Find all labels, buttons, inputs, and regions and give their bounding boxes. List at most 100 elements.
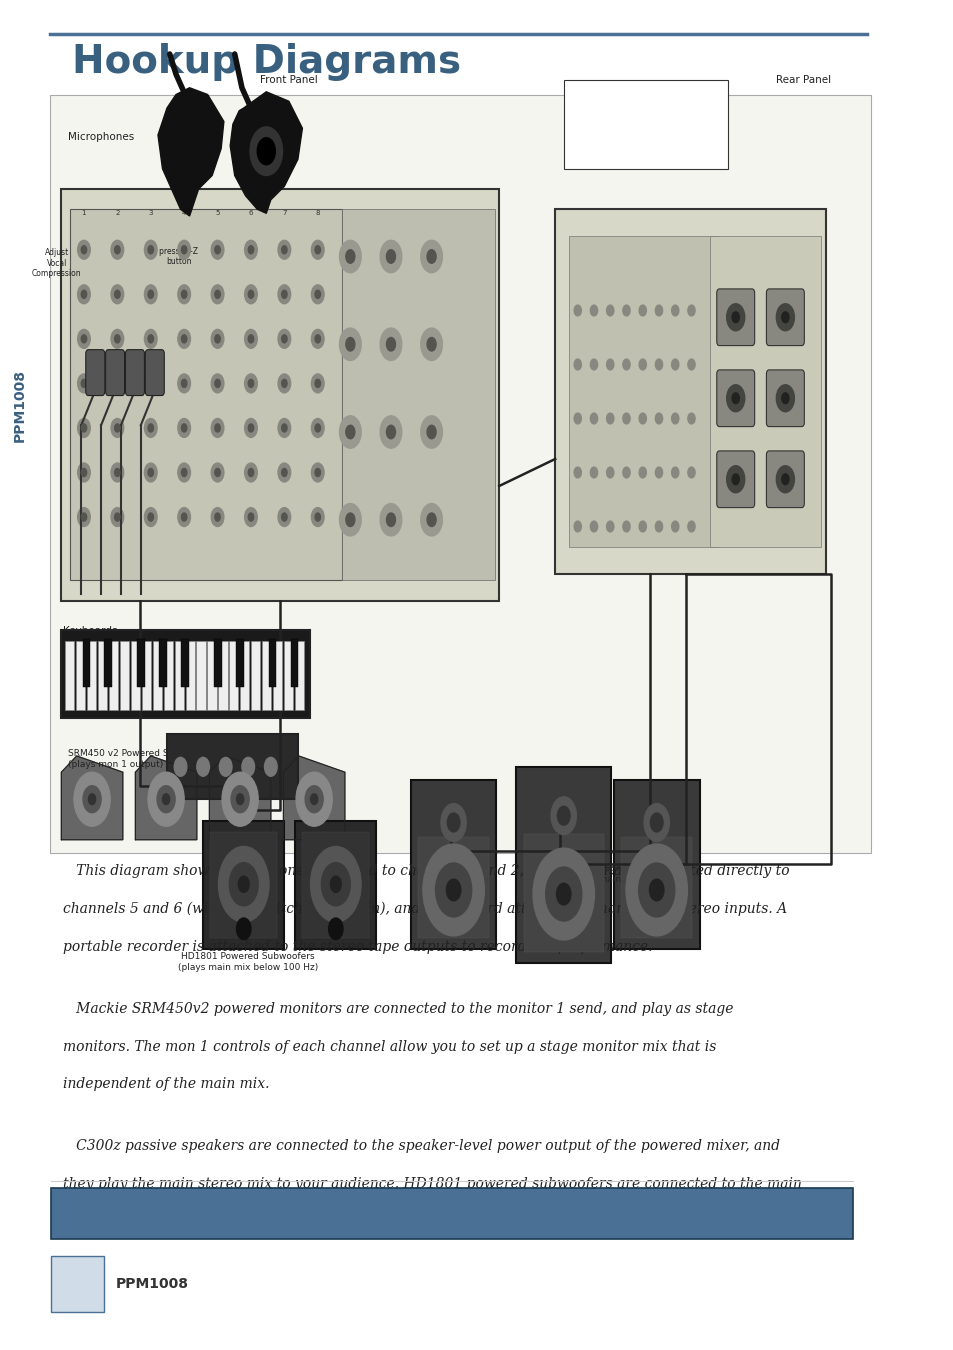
Circle shape bbox=[314, 379, 320, 387]
Circle shape bbox=[148, 468, 153, 477]
FancyBboxPatch shape bbox=[83, 640, 91, 687]
Circle shape bbox=[339, 328, 361, 360]
Text: 8: 8 bbox=[315, 211, 319, 216]
Circle shape bbox=[74, 772, 110, 826]
Circle shape bbox=[533, 848, 594, 940]
Circle shape bbox=[671, 305, 679, 316]
Text: they play the main stereo mix to your audience. HD1801 powered subwoofers are co: they play the main stereo mix to your au… bbox=[63, 1177, 801, 1191]
Circle shape bbox=[211, 508, 224, 526]
Text: 2: 2 bbox=[115, 211, 119, 216]
Polygon shape bbox=[283, 756, 344, 840]
Circle shape bbox=[211, 240, 224, 259]
Circle shape bbox=[427, 425, 436, 439]
Circle shape bbox=[606, 359, 613, 370]
Circle shape bbox=[427, 250, 436, 263]
FancyBboxPatch shape bbox=[203, 821, 284, 949]
FancyBboxPatch shape bbox=[159, 640, 167, 687]
Circle shape bbox=[148, 246, 153, 254]
FancyBboxPatch shape bbox=[120, 641, 129, 710]
Circle shape bbox=[111, 508, 124, 526]
Text: 1: 1 bbox=[82, 211, 86, 216]
Circle shape bbox=[111, 463, 124, 482]
Circle shape bbox=[314, 513, 320, 521]
Circle shape bbox=[248, 513, 253, 521]
Text: Microphones: Microphones bbox=[68, 132, 133, 142]
Circle shape bbox=[257, 138, 275, 165]
Circle shape bbox=[731, 393, 739, 404]
Circle shape bbox=[214, 468, 220, 477]
FancyBboxPatch shape bbox=[218, 641, 227, 710]
Circle shape bbox=[219, 757, 232, 776]
Circle shape bbox=[379, 328, 401, 360]
Circle shape bbox=[655, 359, 662, 370]
Circle shape bbox=[311, 285, 324, 304]
Circle shape bbox=[622, 521, 629, 532]
Text: Hookup Diagrams: Hookup Diagrams bbox=[72, 43, 461, 81]
Circle shape bbox=[181, 335, 187, 343]
Circle shape bbox=[379, 240, 401, 273]
Circle shape bbox=[114, 468, 120, 477]
Circle shape bbox=[277, 329, 291, 348]
Circle shape bbox=[144, 240, 157, 259]
FancyBboxPatch shape bbox=[620, 837, 692, 938]
Text: Adjust
Vocal
Compression: Adjust Vocal Compression bbox=[32, 248, 82, 278]
Circle shape bbox=[420, 240, 442, 273]
Circle shape bbox=[386, 250, 395, 263]
Circle shape bbox=[574, 305, 580, 316]
Circle shape bbox=[148, 335, 153, 343]
Text: C300z passive speakers are connected to the speaker-level power output of the po: C300z passive speakers are connected to … bbox=[63, 1139, 780, 1153]
Polygon shape bbox=[158, 88, 224, 216]
FancyBboxPatch shape bbox=[251, 641, 260, 710]
Circle shape bbox=[339, 240, 361, 273]
Circle shape bbox=[144, 329, 157, 348]
Circle shape bbox=[328, 918, 343, 940]
Circle shape bbox=[379, 416, 401, 448]
FancyBboxPatch shape bbox=[516, 767, 611, 963]
Circle shape bbox=[277, 463, 291, 482]
Circle shape bbox=[420, 504, 442, 536]
Circle shape bbox=[655, 413, 662, 424]
Text: PPM1008: PPM1008 bbox=[12, 369, 27, 441]
Circle shape bbox=[181, 513, 187, 521]
Circle shape bbox=[248, 246, 253, 254]
Text: mix sub out, to reinforce the low end in your system.: mix sub out, to reinforce the low end in… bbox=[63, 1215, 435, 1228]
Circle shape bbox=[144, 418, 157, 437]
FancyBboxPatch shape bbox=[613, 780, 699, 949]
Circle shape bbox=[222, 772, 258, 826]
Circle shape bbox=[181, 424, 187, 432]
Circle shape bbox=[214, 290, 220, 298]
Circle shape bbox=[671, 521, 679, 532]
Circle shape bbox=[295, 772, 332, 826]
FancyBboxPatch shape bbox=[86, 350, 105, 396]
FancyBboxPatch shape bbox=[185, 641, 194, 710]
Circle shape bbox=[77, 418, 91, 437]
Circle shape bbox=[162, 794, 170, 805]
FancyBboxPatch shape bbox=[235, 640, 243, 687]
FancyBboxPatch shape bbox=[145, 350, 164, 396]
Circle shape bbox=[386, 513, 395, 526]
Circle shape bbox=[427, 338, 436, 351]
Circle shape bbox=[148, 290, 153, 298]
Circle shape bbox=[231, 786, 249, 813]
FancyBboxPatch shape bbox=[167, 734, 297, 799]
Circle shape bbox=[311, 846, 360, 922]
Text: monitors. The mon 1 controls of each channel allow you to set up a stage monitor: monitors. The mon 1 controls of each cha… bbox=[63, 1040, 716, 1053]
Circle shape bbox=[386, 338, 395, 351]
FancyBboxPatch shape bbox=[417, 837, 489, 938]
FancyBboxPatch shape bbox=[555, 209, 825, 574]
FancyBboxPatch shape bbox=[411, 780, 496, 949]
Text: SRM450 v2 Powered Stage Monitors
(plays mon 1 output): SRM450 v2 Powered Stage Monitors (plays … bbox=[68, 749, 231, 770]
Text: Front Panel: Front Panel bbox=[260, 76, 317, 85]
Circle shape bbox=[177, 463, 191, 482]
Circle shape bbox=[277, 285, 291, 304]
FancyBboxPatch shape bbox=[163, 641, 172, 710]
Circle shape bbox=[214, 246, 220, 254]
Circle shape bbox=[643, 803, 669, 841]
FancyBboxPatch shape bbox=[104, 640, 112, 687]
Circle shape bbox=[148, 513, 153, 521]
Circle shape bbox=[211, 463, 224, 482]
Polygon shape bbox=[210, 756, 271, 840]
Circle shape bbox=[244, 374, 257, 393]
Circle shape bbox=[731, 312, 739, 323]
Circle shape bbox=[177, 329, 191, 348]
